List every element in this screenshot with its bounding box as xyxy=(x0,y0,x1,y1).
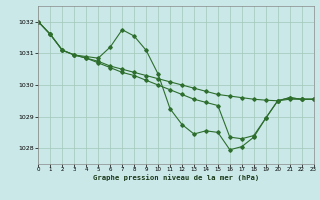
X-axis label: Graphe pression niveau de la mer (hPa): Graphe pression niveau de la mer (hPa) xyxy=(93,175,259,181)
